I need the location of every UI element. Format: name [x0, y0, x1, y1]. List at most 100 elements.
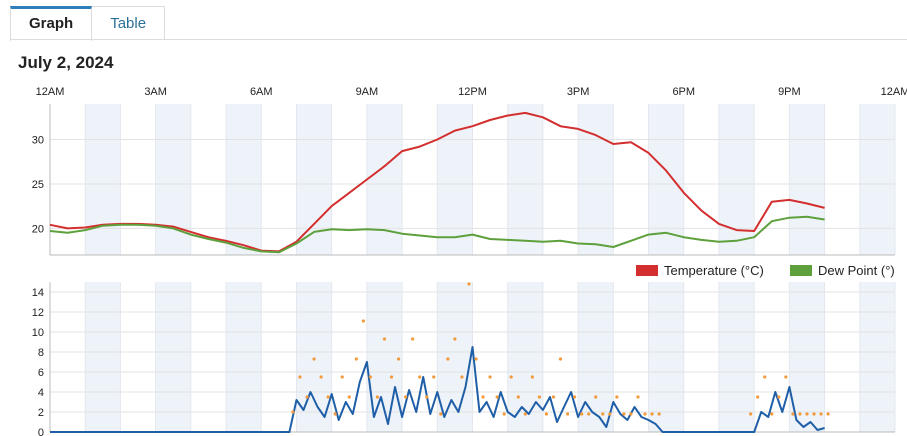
- time-band: [85, 282, 121, 432]
- time-band: [226, 104, 262, 255]
- time-band: [85, 104, 121, 255]
- point-series-1-1-19: [425, 395, 429, 399]
- time-band: [859, 104, 895, 255]
- point-series-1-1-61: [805, 412, 809, 416]
- point-series-1-1-47: [622, 412, 626, 416]
- point-series-1-1-39: [565, 412, 570, 416]
- y-tick-label-1-2: 4: [38, 387, 44, 399]
- point-series-1-1-40: [573, 395, 577, 399]
- point-series-1-1-16: [404, 395, 408, 399]
- point-series-1-1-30: [502, 412, 506, 416]
- point-series-1-1-28: [488, 375, 492, 379]
- point-series-1-1-62: [812, 412, 816, 416]
- point-series-1-1-6: [333, 412, 337, 416]
- point-series-1-1-17: [411, 337, 415, 341]
- series-line-1-0: [50, 346, 825, 433]
- point-series-1-1-41: [580, 412, 584, 416]
- x-tick-label-4: 12PM: [458, 86, 487, 98]
- x-tick-label-8: 12AM: [881, 86, 907, 98]
- point-series-1-1-2: [305, 395, 309, 399]
- point-series-1-1-25: [467, 282, 471, 286]
- point-series-1-1-36: [544, 412, 549, 416]
- time-band: [507, 104, 543, 255]
- point-series-1-1-24: [460, 375, 464, 379]
- point-series-1-1-44: [601, 412, 605, 416]
- time-band: [226, 282, 262, 432]
- point-series-1-1-45: [608, 412, 612, 416]
- time-band: [648, 282, 684, 432]
- point-series-1-1-35: [537, 395, 541, 399]
- tab-graph[interactable]: Graph: [10, 6, 93, 41]
- time-band: [578, 104, 614, 255]
- x-tick-label-6: 6PM: [672, 86, 695, 98]
- x-tick-label-7: 9PM: [778, 86, 801, 98]
- point-series-1-1-26: [474, 357, 478, 361]
- point-series-1-1-22: [446, 357, 450, 361]
- point-series-1-1-59: [791, 412, 795, 416]
- x-tick-label-3: 9AM: [356, 86, 379, 98]
- point-series-1-1-42: [587, 412, 591, 416]
- point-series-1-1-37: [551, 395, 556, 399]
- x-tick-label-5: 3PM: [567, 86, 590, 98]
- point-series-1-1-23: [453, 337, 457, 341]
- point-series-1-1-50: [643, 412, 647, 416]
- y-tick-label-1-6: 12: [32, 307, 44, 319]
- point-series-1-1-8: [347, 395, 351, 399]
- point-series-1-1-64: [826, 412, 830, 416]
- point-series-1-1-11: [368, 375, 372, 379]
- legend-label-temperature: Temperature (°C): [664, 263, 764, 278]
- date-heading: July 2, 2024: [18, 53, 114, 72]
- x-tick-label-1: 3AM: [144, 86, 167, 98]
- point-series-1-1-27: [481, 395, 485, 399]
- y-tick-label-1-5: 10: [32, 327, 44, 339]
- point-series-1-1-15: [396, 357, 401, 361]
- point-series-1-1-18: [418, 375, 422, 379]
- time-band: [155, 282, 191, 432]
- point-series-1-1-13: [382, 337, 387, 341]
- point-series-1-1-46: [615, 395, 619, 399]
- point-series-1-1-5: [326, 395, 330, 399]
- y-tick-label-1-1: 2: [38, 407, 44, 419]
- y-tick-label-0-1: 25: [32, 179, 44, 191]
- point-series-1-1-31: [509, 375, 513, 379]
- y-tick-label-0-2: 30: [32, 135, 44, 147]
- point-series-1-1-51: [650, 412, 654, 416]
- view-tabs: Graph Table: [10, 6, 166, 41]
- time-band: [648, 104, 684, 255]
- point-series-1-1-57: [777, 395, 781, 399]
- point-series-1-1-53: [749, 412, 753, 416]
- y-tick-label-1-7: 14: [32, 287, 44, 299]
- point-series-1-1-21: [439, 412, 443, 416]
- point-series-1-1-58: [784, 375, 788, 379]
- time-band: [437, 104, 473, 255]
- point-series-1-1-9: [354, 357, 358, 361]
- point-series-1-1-63: [819, 412, 823, 416]
- point-series-1-1-0: [291, 410, 295, 414]
- y-tick-label-1-0: 0: [38, 427, 44, 436]
- point-series-1-1-10: [361, 319, 365, 323]
- y-tick-label-1-3: 6: [38, 367, 44, 379]
- point-series-1-1-54: [756, 395, 760, 399]
- series-line-0-1: [49, 215, 825, 254]
- time-band: [789, 104, 825, 255]
- time-band: [718, 104, 755, 255]
- point-series-1-1-33: [523, 412, 527, 416]
- tab-divider: [10, 39, 907, 40]
- point-series-1-1-7: [340, 375, 344, 379]
- point-series-1-1-48: [629, 412, 633, 416]
- point-series-1-1-60: [798, 412, 802, 416]
- legend-swatch-temperature: [636, 265, 658, 276]
- point-series-1-1-20: [432, 375, 436, 379]
- point-series-1-1-49: [636, 395, 640, 399]
- x-tick-label-0: 12AM: [36, 86, 65, 98]
- time-band: [789, 282, 825, 432]
- y-tick-label-1-4: 8: [38, 347, 44, 359]
- tab-table[interactable]: Table: [92, 6, 166, 39]
- point-series-1-1-3: [312, 357, 316, 361]
- series-line-0-0: [49, 111, 825, 253]
- point-series-1-1-12: [375, 395, 380, 399]
- point-series-1-1-29: [495, 395, 499, 399]
- point-series-1-1-32: [516, 395, 520, 399]
- point-series-1-1-52: [657, 412, 661, 416]
